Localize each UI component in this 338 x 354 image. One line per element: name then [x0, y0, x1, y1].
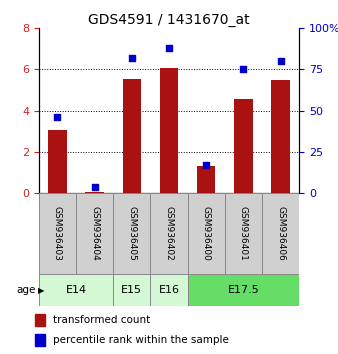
Text: E16: E16: [159, 285, 179, 295]
Text: ▶: ▶: [38, 286, 45, 295]
Text: E15: E15: [121, 285, 142, 295]
Text: GSM936405: GSM936405: [127, 206, 136, 261]
Point: [278, 58, 283, 64]
Text: percentile rank within the sample: percentile rank within the sample: [53, 335, 229, 345]
Text: transformed count: transformed count: [53, 315, 150, 325]
Bar: [122, 79, 141, 193]
Point: [129, 55, 135, 61]
Text: GSM936402: GSM936402: [165, 206, 173, 261]
Bar: [35, 334, 45, 346]
Bar: [234, 99, 252, 193]
Bar: [262, 193, 299, 274]
Point: [166, 45, 172, 51]
Text: GSM936404: GSM936404: [90, 206, 99, 261]
Title: GDS4591 / 1431670_at: GDS4591 / 1431670_at: [88, 13, 250, 27]
Bar: [76, 193, 113, 274]
Text: E14: E14: [66, 285, 87, 295]
Bar: [188, 274, 299, 306]
Bar: [150, 193, 188, 274]
Bar: [188, 193, 225, 274]
Point: [241, 67, 246, 72]
Bar: [35, 314, 45, 326]
Bar: [197, 166, 215, 193]
Bar: [271, 80, 290, 193]
Text: GSM936401: GSM936401: [239, 206, 248, 261]
Point: [92, 184, 97, 190]
Bar: [150, 274, 188, 306]
Text: E17.5: E17.5: [227, 285, 259, 295]
Point: [55, 114, 60, 120]
Bar: [39, 274, 113, 306]
Bar: [85, 192, 104, 193]
Text: GSM936400: GSM936400: [202, 206, 211, 261]
Bar: [39, 193, 76, 274]
Point: [203, 162, 209, 168]
Bar: [160, 68, 178, 193]
Bar: [225, 193, 262, 274]
Text: age: age: [16, 285, 35, 295]
Bar: [48, 130, 67, 193]
Bar: [113, 193, 150, 274]
Bar: [113, 274, 150, 306]
Text: GSM936403: GSM936403: [53, 206, 62, 261]
Text: GSM936406: GSM936406: [276, 206, 285, 261]
